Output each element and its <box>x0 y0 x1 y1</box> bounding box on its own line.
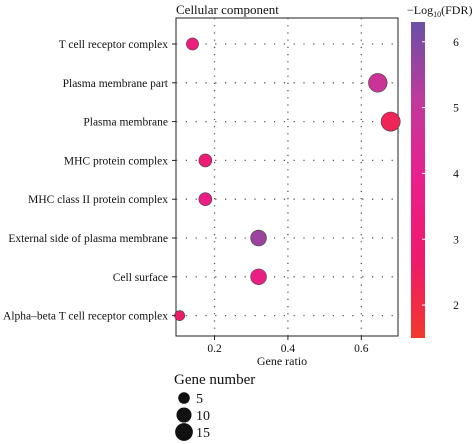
chart-title: Cellular component <box>176 2 279 17</box>
plot-area <box>174 17 401 337</box>
size-legend-title: Gene number <box>174 372 255 388</box>
y-tick-label: Plasma membrane part <box>63 78 169 90</box>
color-bar-tick-label: 5 <box>453 103 459 115</box>
y-axis-labels: T cell receptor complex Plasma membrane p… <box>3 39 176 323</box>
size-legend-label: 15 <box>196 426 210 441</box>
y-tick-label: MHC protein complex <box>64 155 168 167</box>
y-tick-label: MHC class II protein complex <box>28 194 168 206</box>
color-bar-tick-label: 4 <box>453 168 459 180</box>
y-tick-label: T cell receptor complex <box>59 39 169 51</box>
x-tick-label: 0.4 <box>281 343 296 355</box>
color-bar-tick-label: 3 <box>453 234 459 246</box>
color-bar-tick-label: 2 <box>453 300 459 312</box>
color-bar <box>411 22 425 338</box>
x-tick-label: 0.2 <box>207 343 222 355</box>
data-point <box>174 310 186 321</box>
data-point <box>250 229 267 247</box>
x-axis: 0.2 0.4 0.6 <box>207 336 369 355</box>
plot-frame <box>175 17 399 337</box>
x-tick-label: 0.6 <box>354 343 369 355</box>
size-legend-dot <box>176 407 192 423</box>
data-point <box>368 73 388 93</box>
size-legend-label: 5 <box>196 392 203 407</box>
data-point <box>198 192 213 206</box>
y-tick-label: Alpha–beta T cell receptor complex <box>3 311 168 323</box>
size-legend-dot <box>175 423 193 441</box>
size-legend: Gene number 5 10 15 <box>174 372 255 441</box>
data-point <box>186 37 199 51</box>
x-axis-label: Gene ratio <box>257 354 307 368</box>
y-tick-label: External side of plasma membrane <box>8 233 168 245</box>
size-legend-label: 10 <box>196 409 210 424</box>
y-tick-label: Plasma membrane <box>83 117 168 129</box>
color-legend: 2 3 4 5 6 −Log10(FDR) <box>407 3 472 338</box>
data-point <box>250 268 267 286</box>
color-bar-tick-label: 6 <box>453 37 459 49</box>
size-legend-dot <box>178 392 190 404</box>
data-point <box>380 111 401 132</box>
y-tick-label: Cell surface <box>113 272 168 284</box>
color-legend-title: −Log10(FDR) <box>407 3 472 19</box>
data-point <box>198 153 213 168</box>
